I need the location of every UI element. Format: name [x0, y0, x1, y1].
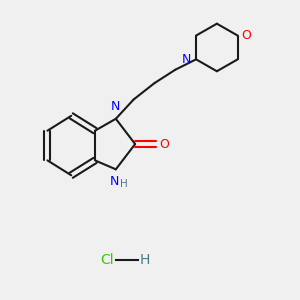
- Text: H: H: [120, 179, 128, 189]
- Text: O: O: [241, 29, 251, 42]
- Text: N: N: [111, 100, 121, 113]
- Text: H: H: [140, 253, 150, 267]
- Text: N: N: [182, 53, 192, 66]
- Text: N: N: [110, 175, 119, 188]
- Text: Cl: Cl: [101, 253, 114, 267]
- Text: O: O: [159, 138, 169, 151]
